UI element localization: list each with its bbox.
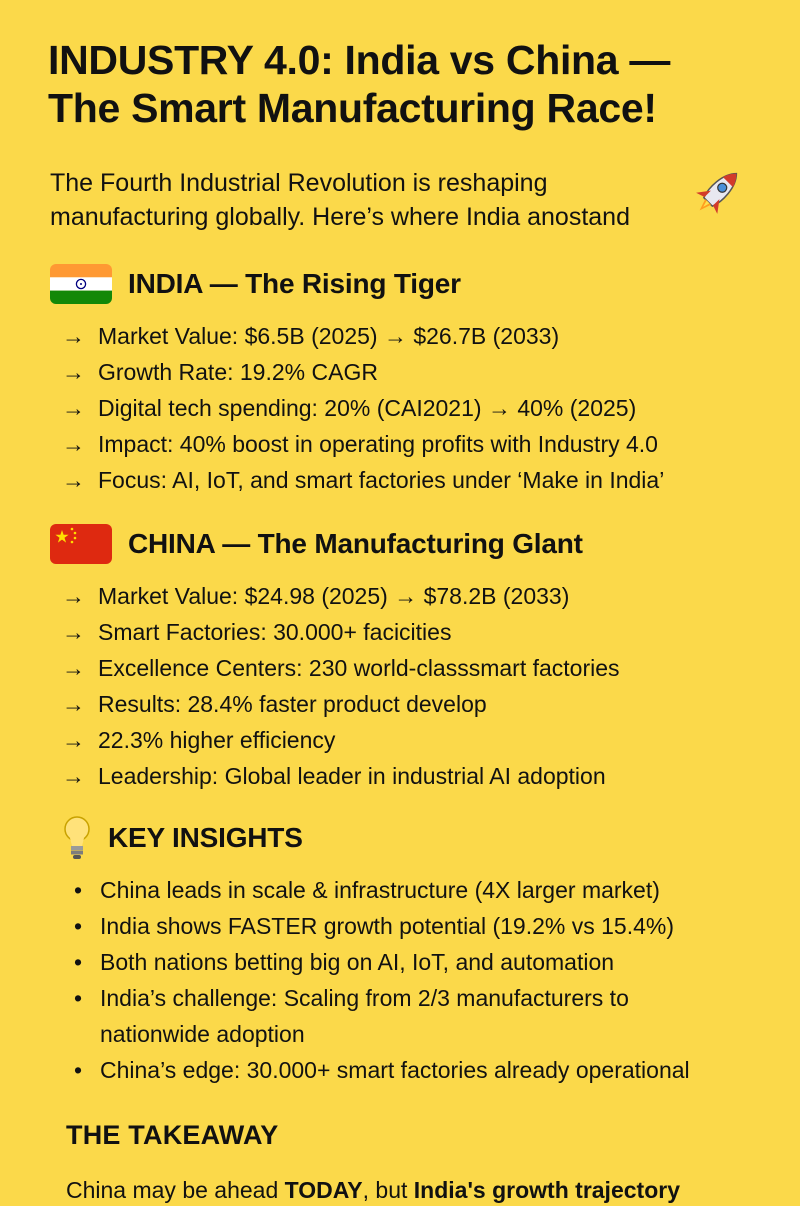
rocket-icon <box>696 172 738 214</box>
list-item: • India shows FASTER growth potential (19… <box>62 908 782 944</box>
insights-section-header: KEY INSIGHTS <box>60 816 303 860</box>
china-flag-icon <box>50 524 112 564</box>
list-item: • China’s edge: 30.000+ smart factories a… <box>62 1052 782 1088</box>
intro-line-1: The Fourth Industrial Revolution is resh… <box>50 169 548 197</box>
bullet-icon: • <box>74 877 83 903</box>
india-list: → Market Value: $6.5B (2025) → $26.7B (20… <box>62 318 782 498</box>
title-line-2: The Smart Manufacturing Race! <box>48 85 657 131</box>
list-item: → Results: 28.4% faster product develop <box>62 686 782 722</box>
intro-paragraph: The Fourth Industrial Revolution is resh… <box>50 166 690 234</box>
arrow-icon: → <box>62 583 85 609</box>
bullet-icon: • <box>74 985 83 1011</box>
china-list: → Market Value: $24.98 (2025) → $78.2B (2… <box>62 578 782 794</box>
arrow-icon: → <box>62 763 85 789</box>
list-item: → Leadership: Global leader in industrial… <box>62 758 782 794</box>
list-item: → Impact: 40% boost in operating profits … <box>62 426 782 462</box>
page-title: INDUSTRY 4.0: India vs China — The Smart… <box>48 36 768 132</box>
list-item: → Digital tech spending: 20% (CAI2021) → … <box>62 390 782 426</box>
bullet-icon: • <box>74 1057 83 1083</box>
bullet-icon: • <box>74 949 83 975</box>
list-item: → 22.3% higher efficiency <box>62 722 782 758</box>
list-item: → Growth Rate: 19.2% CAGR <box>62 354 782 390</box>
india-heading: INDIA — The Rising Tiger <box>128 268 461 299</box>
lightbulb-icon <box>64 816 90 859</box>
arrow-icon: → <box>62 467 85 493</box>
arrow-icon: → <box>62 655 85 681</box>
india-section-header: INDIA — The Rising Tiger <box>50 262 461 306</box>
bullet-icon: • <box>74 913 83 939</box>
arrow-icon: → <box>62 727 85 753</box>
list-item: • Both nations betting big on AI, IoT, an… <box>62 944 782 980</box>
insights-list: • China leads in scale & infrastructure (… <box>62 872 782 1088</box>
arrow-icon: → <box>62 431 85 457</box>
list-item: → Market Value: $6.5B (2025) → $26.7B (20… <box>62 318 782 354</box>
list-item: → Excellence Centers: 230 world-classsmar… <box>62 650 782 686</box>
intro-line-2: manufacturing globally. Here’s where Ind… <box>50 203 630 231</box>
list-item: → Smart Factories: 30.000+ facicities <box>62 614 782 650</box>
arrow-icon: → <box>62 619 85 645</box>
insights-heading: KEY INSIGHTS <box>108 822 303 853</box>
china-heading: CHINA — The Manufacturing Glant <box>128 528 583 559</box>
list-item: → Market Value: $24.98 (2025) → $78.2B (2… <box>62 578 782 614</box>
arrow-icon: → <box>62 359 85 385</box>
list-item: → Focus: AI, IoT, and smart factories und… <box>62 462 782 498</box>
china-section-header: CHINA — The Manufacturing Glant <box>50 522 583 566</box>
arrow-icon: → <box>62 395 85 421</box>
title-line-1: INDUSTRY 4.0: India vs China — <box>48 37 671 83</box>
arrow-icon: → <box>62 691 85 717</box>
list-item: • China leads in scale & infrastructure (… <box>62 872 782 908</box>
list-item: • India’s challenge: Scaling from 2/3 man… <box>62 980 722 1052</box>
takeaway-text: China may be ahead TODAY, but India's gr… <box>66 1177 680 1203</box>
takeaway-heading: THE TAKEAWAY <box>66 1120 279 1150</box>
india-flag-icon <box>50 264 112 304</box>
arrow-icon: → <box>62 323 85 349</box>
